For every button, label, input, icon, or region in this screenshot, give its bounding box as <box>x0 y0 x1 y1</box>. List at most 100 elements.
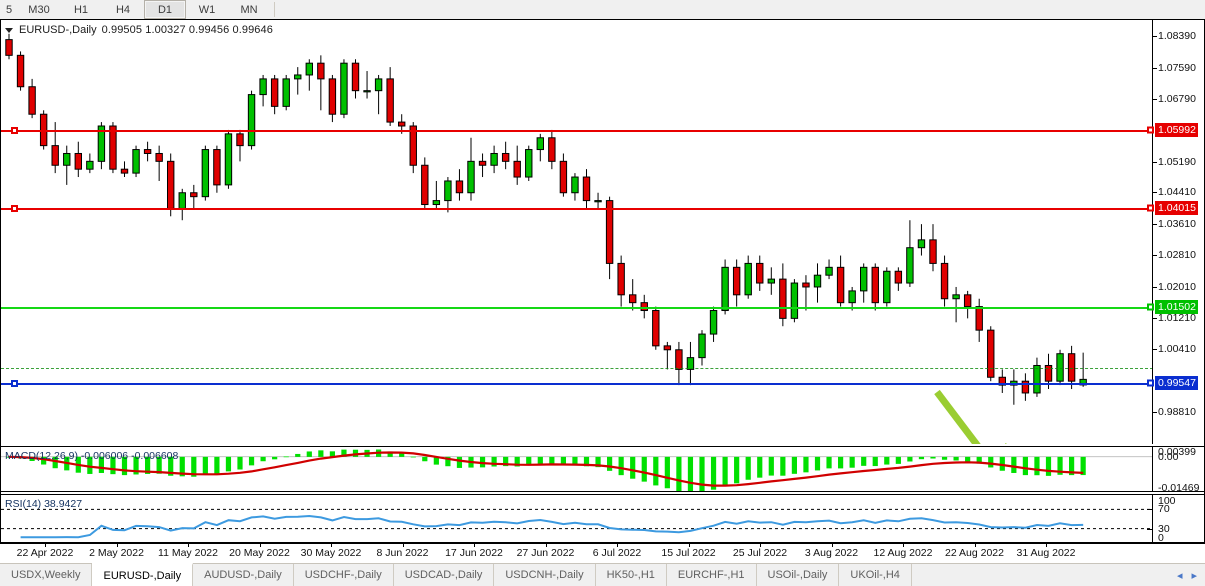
price-tick-mark <box>1153 161 1157 163</box>
chart-tab-bar: USDX,Weekly EURUSD-,Daily AUDUSD-,Daily USD… <box>0 563 1205 586</box>
level-line-handle[interactable] <box>11 380 18 388</box>
date-axis-label: 22 Aug 2022 <box>945 547 1004 559</box>
price-scale[interactable]: 1.08390 1.07590 1.06790 1.05190 1.04410 1.036… <box>1147 20 1204 444</box>
rsi-tick-label: 0 <box>1158 531 1164 542</box>
symbol-label: EURUSD-,Daily <box>19 24 97 36</box>
price-tick-label: 1.08390 <box>1158 29 1196 42</box>
price-tag-value: 1.05992 <box>1158 124 1196 137</box>
price-tag-value: 1.04015 <box>1158 201 1196 214</box>
rsi-scale: 100 70 30 0 <box>1147 494 1204 542</box>
timeframe-button-m30[interactable]: M30 <box>28 3 50 16</box>
rsi-tick-label: 30 <box>1158 522 1170 535</box>
date-axis-label: 12 Aug 2022 <box>873 547 933 559</box>
chart-tab-ukoil--h4[interactable]: UKOil-,H4 <box>839 564 912 586</box>
macd-tick-label: 0.00 <box>1158 450 1179 463</box>
date-tick-mark <box>974 544 976 547</box>
symbol-header: EURUSD-,Daily 0.99505 1.00327 0.99456 0.… <box>5 24 273 36</box>
chart-tab-usdcnh--daily[interactable]: USDCNH-,Daily <box>494 564 596 586</box>
timeframe-button-5[interactable]: 5 <box>5 3 13 16</box>
date-axis-label: 2 May 2022 <box>89 547 144 559</box>
date-tick-mark <box>903 544 904 547</box>
timeframe-button-h1[interactable]: H1 <box>73 3 89 16</box>
timeframe-button-d1[interactable]: D1 <box>144 0 186 19</box>
price-tag-nub-icon <box>1147 303 1154 310</box>
price-tick-label: 1.01210 <box>1158 311 1196 324</box>
date-tick-mark <box>474 544 475 547</box>
timeframe-button-mn[interactable]: MN <box>240 3 258 16</box>
chart-tab-hk50--h1[interactable]: HK50-,H1 <box>596 564 667 586</box>
price-tick-mark <box>1153 223 1157 225</box>
price-tick-label: 1.02010 <box>1158 280 1196 293</box>
macd-tick-label: 0.00399 <box>1158 446 1196 458</box>
rsi-pane[interactable]: RSI(14) 38.9427 100 70 30 0 <box>1 494 1204 542</box>
macd-pane[interactable]: MACD(12,26,9) -0.006006 -0.006608 0.0039… <box>1 446 1204 492</box>
price-tick-mark <box>1153 36 1157 38</box>
chart-tab-eurusd--daily[interactable]: EURUSD-,Daily <box>92 563 194 586</box>
tab-scroll-right-icon[interactable]: ▸ <box>1191 569 1197 582</box>
price-tag-nub-icon <box>1147 126 1154 134</box>
price-plot[interactable] <box>1 20 1153 444</box>
level-line-handle[interactable] <box>11 127 18 135</box>
level-line-resistance-0[interactable] <box>1 127 1153 135</box>
chart-tab-usdx-weekly[interactable]: USDX,Weekly <box>0 564 93 586</box>
date-axis-label: 31 Aug 2022 <box>1016 547 1076 559</box>
price-tick-mark <box>1153 67 1157 69</box>
price-tick-label: 1.04410 <box>1158 186 1196 199</box>
price-tick-mark <box>1153 192 1157 194</box>
date-axis-label: 11 May 2022 <box>158 547 218 559</box>
rsi-tick-label: 100 <box>1158 494 1176 507</box>
date-axis-label: 25 Jul 2022 <box>732 547 788 559</box>
ohlc-values: 0.99505 1.00327 0.99456 0.99646 <box>101 24 273 36</box>
price-pane[interactable]: EURUSD-,Daily 0.99505 1.00327 0.99456 0.… <box>1 20 1204 444</box>
date-tick-mark <box>331 544 332 547</box>
price-tick-label: 1.05190 <box>1158 155 1196 168</box>
chart-tab-usoil--daily[interactable]: USOil-,Daily <box>757 564 840 586</box>
date-tick-mark <box>259 544 261 547</box>
date-axis-label: 6 Jul 2022 <box>592 547 642 559</box>
price-tag-nub-icon <box>1147 204 1154 212</box>
price-tag-value: 1.01502 <box>1158 300 1196 313</box>
date-tick-mark <box>545 544 547 547</box>
price-tag-nub-icon <box>1147 379 1154 387</box>
chart-tab-usdcad--daily[interactable]: USDCAD-,Daily <box>394 564 495 586</box>
date-axis[interactable]: 22 Apr 2022 2 May 2022 11 May 2022 20 May 2… <box>0 543 1205 562</box>
tab-scroll-controls[interactable]: ◂ ▸ <box>1169 564 1205 586</box>
date-axis-label: 3 Aug 2022 <box>804 547 859 559</box>
macd-scale: 0.00399 0.00 -0.01469 <box>1152 447 1204 491</box>
price-tag-blue[interactable]: 0.99547 <box>1147 376 1198 391</box>
date-tick-mark <box>402 544 404 547</box>
chevron-down-icon[interactable] <box>5 27 13 33</box>
level-line-bid-3[interactable] <box>1 380 1153 388</box>
timeframe-button-w1[interactable]: W1 <box>198 3 216 16</box>
price-tag-red[interactable]: 1.05992 <box>1147 123 1198 138</box>
price-tick-label: 1.06790 <box>1158 92 1196 105</box>
level-line-support-2[interactable] <box>1 306 1153 309</box>
price-tick-label: 0.98810 <box>1158 405 1196 418</box>
date-axis-label: 8 Jun 2022 <box>376 547 429 559</box>
macd-plot[interactable] <box>1 447 1153 491</box>
price-tag-value: 0.99547 <box>1158 377 1196 390</box>
chart-tab-eurchf--h1[interactable]: EURCHF-,H1 <box>667 564 757 586</box>
date-tick-mark <box>116 544 118 547</box>
price-tag-red[interactable]: 1.04015 <box>1147 200 1198 215</box>
price-tag-green[interactable]: 1.01502 <box>1147 299 1198 314</box>
level-line-handle[interactable] <box>11 204 18 212</box>
timeframe-button-h4[interactable]: H4 <box>115 3 131 16</box>
price-tick-mark <box>1153 317 1157 319</box>
rsi-plot[interactable] <box>1 495 1153 542</box>
price-tick-mark <box>1153 255 1157 257</box>
macd-svg <box>1 449 1153 491</box>
date-axis-label: 22 Apr 2022 <box>16 547 74 559</box>
chart-tab-audusd--daily[interactable]: AUDUSD-,Daily <box>193 564 294 586</box>
date-axis-label: 15 Jul 2022 <box>661 547 716 559</box>
date-tick-mark <box>188 544 189 547</box>
chart-frame[interactable]: EURUSD-,Daily 0.99505 1.00327 0.99456 0.… <box>0 19 1205 543</box>
tab-scroll-left-icon[interactable]: ◂ <box>1176 569 1183 582</box>
toolbar-separator <box>274 2 275 17</box>
date-tick-mark <box>760 544 761 547</box>
level-line-resistance-1[interactable] <box>1 204 1153 212</box>
date-tick-mark <box>831 544 833 547</box>
date-tick-mark <box>45 544 46 547</box>
chart-tab-usdchf--daily[interactable]: USDCHF-,Daily <box>294 564 394 586</box>
